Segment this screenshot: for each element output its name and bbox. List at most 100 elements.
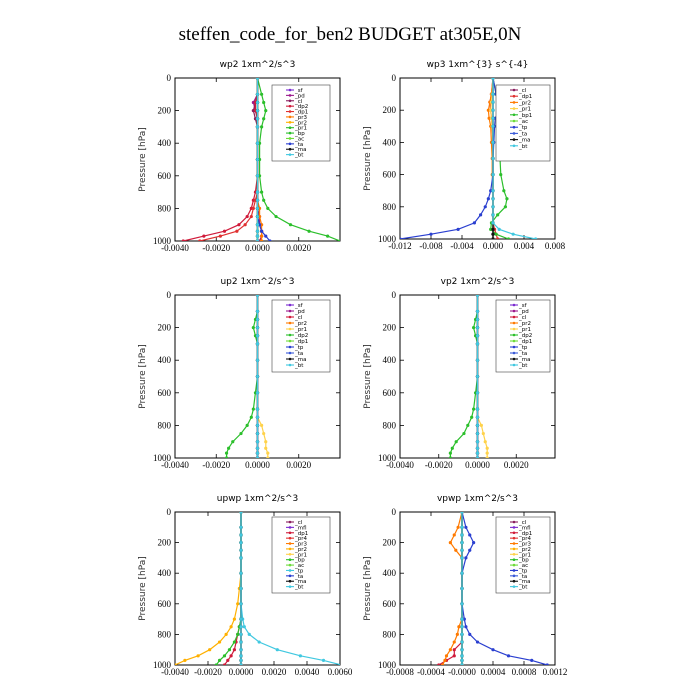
series-point-bt (255, 374, 260, 379)
series-point-bt (255, 239, 260, 241)
x-tick-label: -0.0040 (161, 243, 189, 253)
legend: _cl_mfl_dp1_pr4_pr3_pr2_pr1_bp_ac_tp_ta_… (271, 516, 331, 594)
series-point-pr1 (266, 456, 270, 458)
y-tick-label: 600 (158, 388, 172, 398)
y-tick-label: 800 (383, 420, 397, 430)
series-point-dp1 (232, 648, 236, 652)
series-point-tp (491, 648, 495, 652)
series-point-bt (475, 423, 480, 427)
series-point-tp (464, 625, 468, 629)
series-point-bp1 (506, 237, 511, 239)
series-point-pr1 (326, 234, 330, 238)
y-tick-label: 800 (383, 629, 397, 639)
series-point-bt (255, 342, 260, 346)
legend-marker (512, 339, 516, 343)
legend-label: _ac (294, 563, 304, 569)
series-point-bp (214, 663, 218, 665)
legend-label: _pd (294, 93, 305, 99)
series-point-bt (255, 334, 260, 338)
series-point-ma (491, 232, 495, 236)
y-tick-label: 200 (158, 323, 172, 333)
series-point-bt (239, 512, 243, 514)
series-point-pr3 (441, 663, 445, 665)
legend-label: _ma (294, 147, 306, 153)
legend-label: _ta (294, 142, 303, 148)
series-point-tp (275, 648, 279, 652)
y-axis-label: Pressure [hPa] (363, 344, 373, 409)
series-point-ma (491, 227, 495, 231)
series-point-tp (506, 654, 511, 658)
series-point-bt (475, 451, 480, 455)
series-point-bp1 (503, 205, 507, 209)
series-point-tp (489, 189, 493, 193)
x-tick-label: -0.0040 (161, 460, 189, 470)
series-point-tp (429, 232, 433, 236)
legend-label: _bt (294, 363, 304, 369)
series-point-bt (255, 407, 260, 411)
legend-label: _pr2 (294, 120, 307, 126)
legend: _sf_pd_cl_pr2_pr1_dp2_dp1_tp_ta_ma_bt (495, 299, 551, 373)
series-point-dp2 (231, 440, 235, 444)
legend-marker (512, 363, 516, 367)
series-point-tp (462, 617, 466, 621)
y-tick-label: 400 (158, 568, 172, 578)
legend-marker (512, 531, 516, 535)
y-tick-label: 1000 (378, 453, 397, 463)
series-point-bt (255, 229, 260, 233)
x-tick-label: -0.0004 (417, 667, 445, 677)
y-axis-label: Pressure [hPa] (138, 127, 148, 192)
x-tick-label: 0.0000 (465, 460, 490, 470)
series-point-bt (255, 157, 260, 162)
y-tick-label: 200 (383, 538, 397, 548)
legend-label: _ma (294, 357, 306, 363)
legend-marker (288, 303, 292, 307)
y-tick-label: 1000 (153, 236, 172, 246)
series-point-pr2 (196, 654, 200, 658)
y-tick-label: 0 (167, 73, 172, 83)
x-tick-label: 0.0020 (504, 460, 529, 470)
legend-box (271, 299, 331, 373)
series-point-bt (475, 446, 480, 450)
series-point-bt (239, 632, 243, 637)
legend-box (495, 84, 551, 162)
series-group (437, 512, 549, 665)
series-point-ta (264, 234, 268, 238)
legend-label: _dp2 (294, 333, 308, 339)
series-point-bt (460, 602, 464, 606)
legend-label: _tp (518, 125, 528, 131)
series-point-bt (239, 602, 243, 606)
series-point-bt (255, 431, 260, 436)
chart-panel-6: vpwp 1xm^2/s^3 Pressure [hPa] 0 200 400 600 80… (363, 494, 567, 677)
legend-marker (288, 547, 292, 551)
legend-label: _bp (294, 558, 305, 564)
y-axis-label: Pressure [hPa] (138, 556, 148, 621)
series-point-tp (530, 658, 534, 663)
y-tick-label: 0 (392, 73, 397, 83)
legend-marker (288, 585, 292, 588)
series-point-dp2 (470, 415, 474, 419)
x-tick-label: 0.0060 (328, 667, 353, 677)
y-tick-label: 1000 (153, 453, 172, 463)
legend-marker (288, 115, 292, 119)
series-point-dp2 (222, 229, 227, 233)
series-point-pr3 (455, 632, 459, 637)
legend-marker (512, 327, 516, 331)
legend-label: _cl (294, 99, 303, 105)
series-point-pr1 (262, 431, 266, 436)
legend-marker (512, 536, 516, 540)
y-axis-label: Pressure [hPa] (363, 556, 373, 621)
legend-marker (288, 579, 292, 583)
series-point-pr3 (260, 239, 264, 241)
legend-label: _pd (518, 309, 529, 315)
y-tick-label: 200 (158, 106, 172, 116)
series-point-bt (460, 625, 464, 629)
legend-label: _ta (518, 574, 527, 580)
series-point-dp2 (448, 451, 452, 455)
x-tick-label: 0.0020 (286, 243, 311, 253)
legend-marker (288, 558, 292, 561)
legend-label: _ac (518, 119, 528, 125)
legend-label: _dp1 (294, 110, 308, 116)
series-point-bt (475, 317, 480, 322)
legend-marker (288, 142, 292, 146)
